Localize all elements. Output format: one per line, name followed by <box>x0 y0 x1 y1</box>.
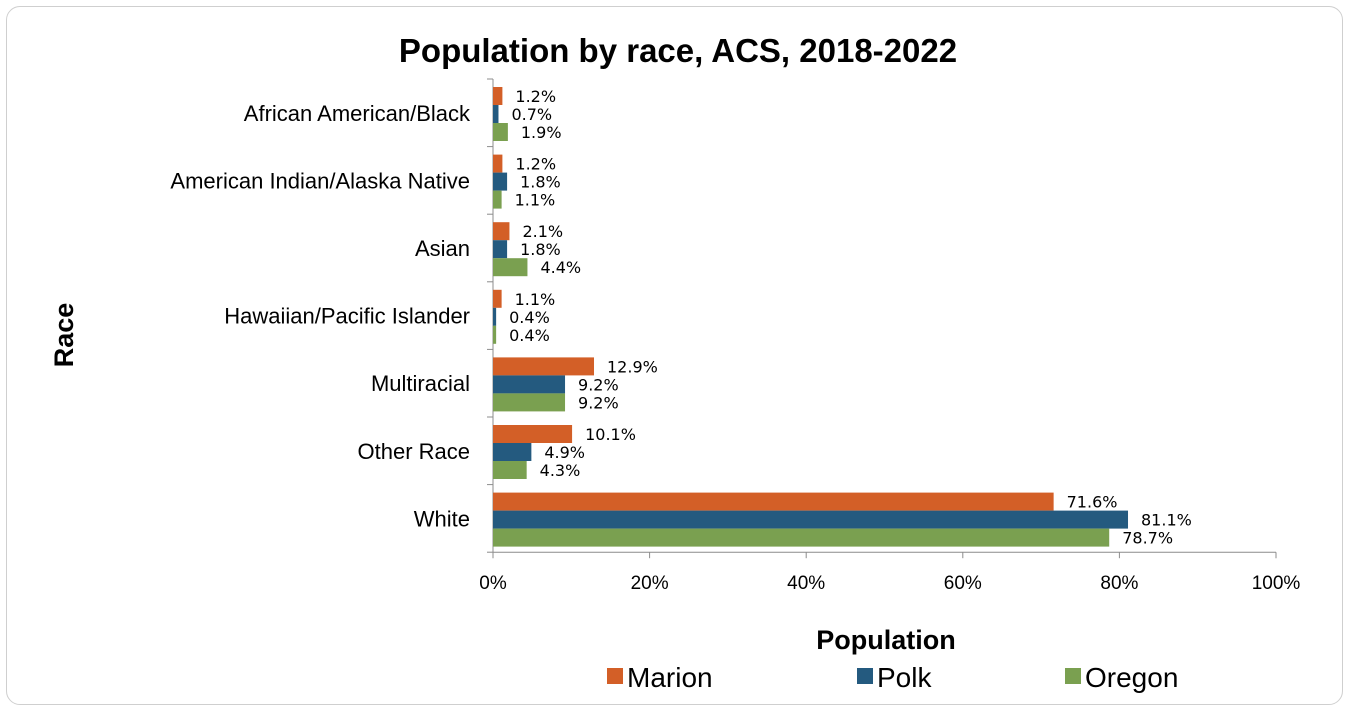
data-label: 4.9% <box>544 443 585 462</box>
plot-area: 0% 20% 40% 60% 80% 100% African American/Black… <box>170 78 1301 594</box>
data-label: 1.8% <box>520 240 561 259</box>
legend-label-oregon: Oregon <box>1085 662 1178 693</box>
bar-polk <box>493 172 508 191</box>
bar-polk <box>493 443 532 461</box>
bar-polk <box>493 105 499 123</box>
x-tick-label: 60% <box>944 573 982 594</box>
category-label: White <box>414 506 470 531</box>
data-label: 0.7% <box>511 105 552 124</box>
data-label: 10.1% <box>585 425 636 444</box>
data-label: 78.7% <box>1122 529 1173 548</box>
bar-marion <box>493 87 503 105</box>
x-tick-label: 0% <box>479 573 507 594</box>
legend-swatch-oregon <box>1065 668 1081 684</box>
data-label: 4.3% <box>540 461 581 480</box>
data-label: 9.2% <box>578 375 619 394</box>
category-label: African American/Black <box>244 101 471 126</box>
y-axis-title: Race <box>49 303 79 368</box>
category-label: Asian <box>415 236 470 261</box>
data-label: 71.6% <box>1067 493 1118 512</box>
data-label: 1.9% <box>521 123 562 142</box>
chart-title: Population by race, ACS, 2018-2022 <box>399 32 957 69</box>
data-label: 1.8% <box>520 173 561 192</box>
category-label: Multiracial <box>371 371 470 396</box>
data-label: 81.1% <box>1141 511 1192 530</box>
x-tick-label: 40% <box>787 573 825 594</box>
data-label: 0.4% <box>509 308 550 327</box>
data-label: 9.2% <box>578 393 619 412</box>
bar-oregon <box>493 528 1110 547</box>
category-label: Other Race <box>358 439 471 464</box>
bar-marion <box>493 154 503 173</box>
bar-oregon <box>493 393 566 412</box>
x-tick-label: 100% <box>1252 573 1301 594</box>
bar-oregon <box>493 325 497 344</box>
bar-polk <box>493 240 508 259</box>
bar-oregon <box>493 258 528 277</box>
bar-oregon <box>493 123 508 141</box>
bar-oregon <box>493 461 527 479</box>
bar-marion <box>493 289 502 308</box>
data-label: 1.1% <box>515 191 556 210</box>
bar-polk <box>493 307 497 326</box>
x-axis-title: Population <box>816 625 955 655</box>
legend: Marion Polk Oregon <box>607 662 1178 693</box>
data-label: 1.2% <box>515 155 556 174</box>
x-tick-label: 20% <box>631 573 669 594</box>
x-tick-label: 80% <box>1100 573 1138 594</box>
legend-swatch-polk <box>857 668 873 684</box>
bar-marion <box>493 357 595 376</box>
category-label: Hawaiian/Pacific Islander <box>224 304 470 329</box>
bar-polk <box>493 375 566 394</box>
legend-swatch-marion <box>607 668 623 684</box>
bar-polk <box>493 510 1129 529</box>
category-label: American Indian/Alaska Native <box>170 168 470 193</box>
bar-marion <box>493 492 1054 511</box>
chart-frame <box>6 6 1343 705</box>
data-label: 0.4% <box>509 326 550 345</box>
legend-label-polk: Polk <box>877 662 932 693</box>
data-label: 2.1% <box>522 222 563 241</box>
bar-marion <box>493 222 510 241</box>
data-label: 1.2% <box>515 87 556 106</box>
bar-oregon <box>493 190 502 209</box>
legend-label-marion: Marion <box>627 662 713 693</box>
data-label: 12.9% <box>607 357 658 376</box>
bar-marion <box>493 425 573 443</box>
data-label: 1.1% <box>515 290 556 309</box>
data-label: 4.4% <box>540 258 581 277</box>
